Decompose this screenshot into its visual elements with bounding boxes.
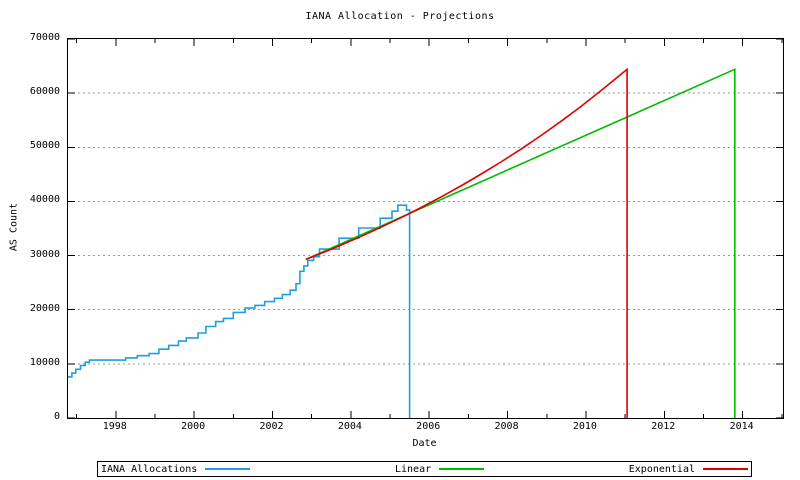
x-tick-label: 1998: [102, 421, 127, 432]
series-iana-allocations: [68, 204, 411, 418]
series-exponential: [305, 67, 628, 418]
legend-box: IANA Allocations Linear Exponential: [97, 461, 752, 477]
x-tick-label: 2002: [259, 421, 284, 432]
plot-area: [67, 38, 784, 419]
x-tick-label: 2010: [572, 421, 597, 432]
chart-title: IANA Allocation - Projections: [305, 11, 495, 22]
y-tick-label: 30000: [29, 248, 60, 260]
x-tick-label: 2014: [729, 421, 754, 432]
y-tick-label: 10000: [29, 356, 60, 368]
legend-item-exponential: Exponential: [629, 464, 748, 475]
series-linear: [305, 68, 736, 418]
y-tick-label: 0: [53, 411, 60, 422]
y-tick-label: 50000: [29, 140, 60, 152]
legend-line-sample-green-icon: [439, 468, 485, 470]
legend-label: Exponential: [628, 463, 695, 475]
x-tick-label: 2004: [337, 421, 362, 432]
y-axis-title: AS Count: [8, 202, 20, 252]
x-tick-label: 2008: [494, 421, 519, 432]
legend-label: IANA Allocations: [101, 463, 198, 475]
x-axis-title: Date: [412, 438, 437, 449]
legend-line-sample-blue-icon: [205, 468, 251, 470]
y-tick-label: 70000: [29, 32, 60, 43]
chart-canvas: [68, 39, 783, 418]
x-tick-label: 2006: [416, 421, 441, 432]
y-tick-label: 60000: [29, 86, 60, 98]
legend-item-linear: Linear: [394, 463, 485, 475]
legend-label: Linear: [394, 463, 432, 475]
legend-line-sample-red-icon: [703, 468, 748, 470]
y-tick-label: 20000: [29, 302, 60, 314]
legend-item-iana-allocations: IANA Allocations: [101, 463, 251, 475]
x-tick-label: 2000: [181, 421, 206, 432]
x-tick-label: 2012: [651, 421, 676, 432]
y-tick-label: 40000: [29, 194, 60, 206]
